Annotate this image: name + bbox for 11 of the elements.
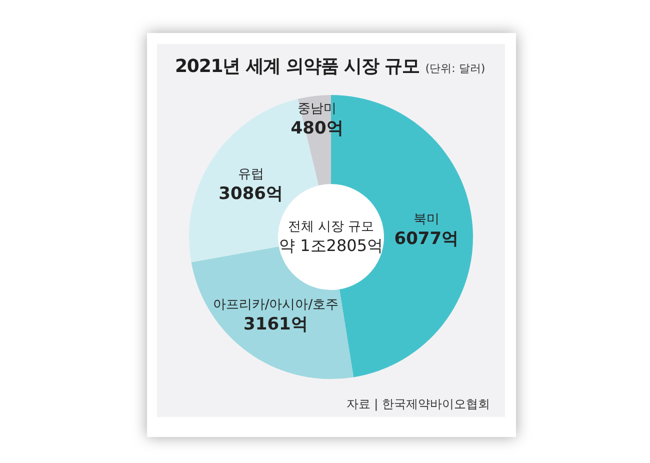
text: 약 1조2805억 [279, 236, 383, 256]
text: 자료 | 한국제약바이오협회 [346, 396, 490, 413]
data-label: 6077억 [394, 228, 459, 249]
slice-label: 유럽 [238, 167, 264, 182]
data-label: 3086억 [218, 184, 283, 204]
data-label: 3161억 [244, 314, 308, 335]
text: 전체 시장 규모 [288, 219, 374, 234]
chart-title: 2021년 세계 의약품 시장 규모 [175, 56, 420, 77]
chart-subtitle: (단위: 달러) [425, 62, 486, 75]
slice-label: 아프리카/아시아/호주 [212, 297, 339, 312]
slice-label: 북미 [413, 212, 440, 227]
